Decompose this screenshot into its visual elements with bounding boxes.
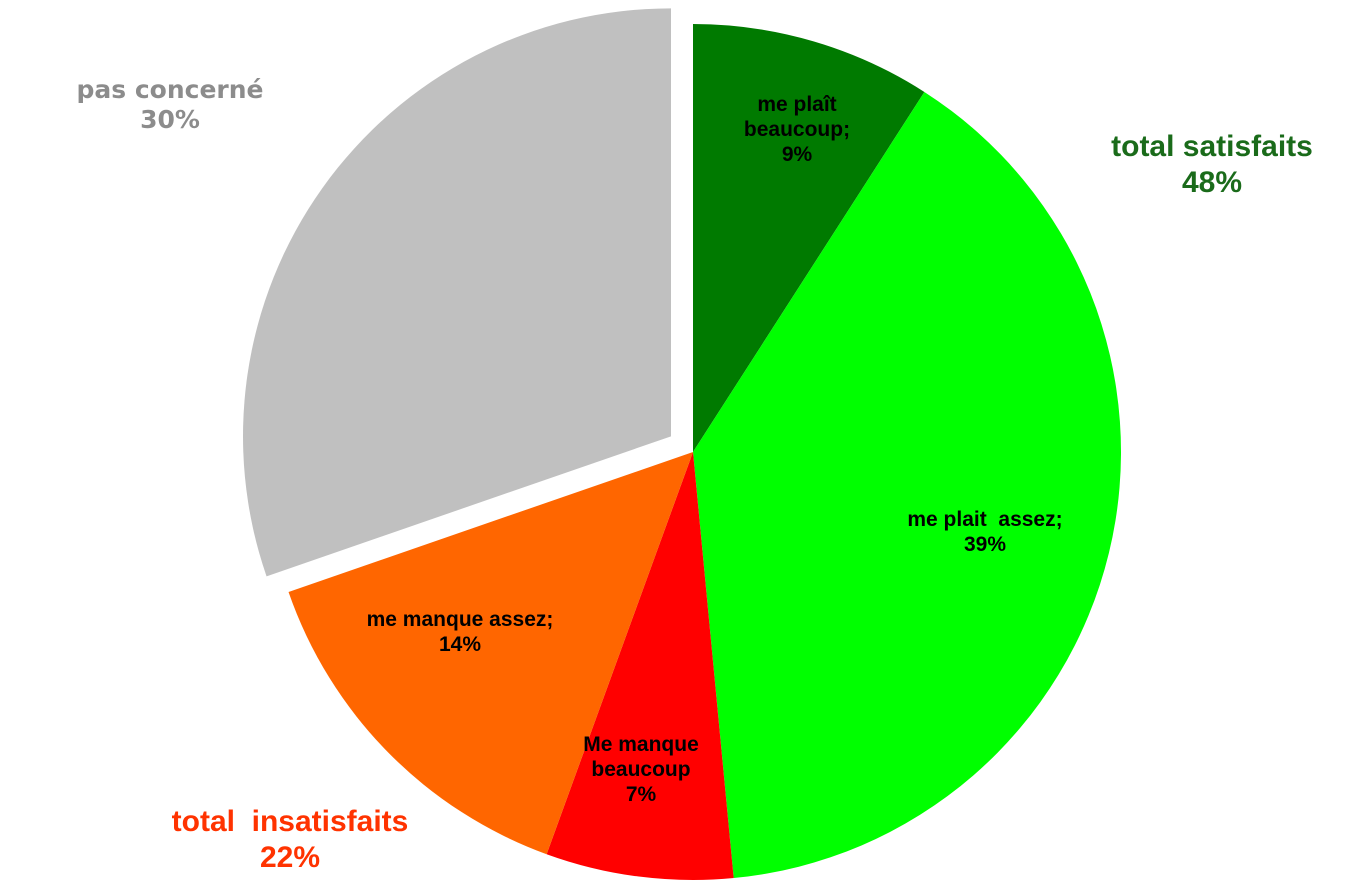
annotation-text: total insatisfaits: [171, 805, 409, 838]
slice-name: me plaît beaucoup;: [743, 93, 851, 142]
pie-slice: [243, 8, 672, 577]
pie-slice: [693, 91, 1121, 879]
annotation-value: 22%: [259, 841, 321, 874]
pie-slice: [693, 24, 925, 452]
slice-label: me plaît beaucoup; 9%: [712, 92, 882, 168]
annotation-value: 48%: [1181, 166, 1243, 199]
slice-label: me manque assez; 14%: [310, 607, 610, 657]
pie-slice: [546, 452, 734, 880]
pie-slice: [288, 452, 693, 855]
slice-name: pas concerné: [76, 75, 264, 104]
slice-value: 30%: [140, 105, 200, 134]
slice-name: me manque assez;: [366, 607, 554, 631]
annotation: total insatisfaits 22%: [120, 804, 460, 876]
slice-label: me plait assez; 39%: [825, 507, 1145, 557]
slice-name: me plait assez;: [907, 507, 1063, 531]
annotation: total satisfaits 48%: [1052, 129, 1367, 201]
slice-label: pas concerné 30%: [40, 75, 300, 135]
slice-value: 7%: [625, 783, 657, 807]
annotation-text: total satisfaits: [1111, 130, 1313, 163]
slice-value: 9%: [781, 143, 813, 167]
slice-value: 14%: [438, 633, 482, 656]
slice-value: 39%: [963, 533, 1007, 556]
slice-name: Me manque beaucoup: [583, 733, 705, 782]
slice-label: Me manque beaucoup 7%: [561, 732, 721, 808]
